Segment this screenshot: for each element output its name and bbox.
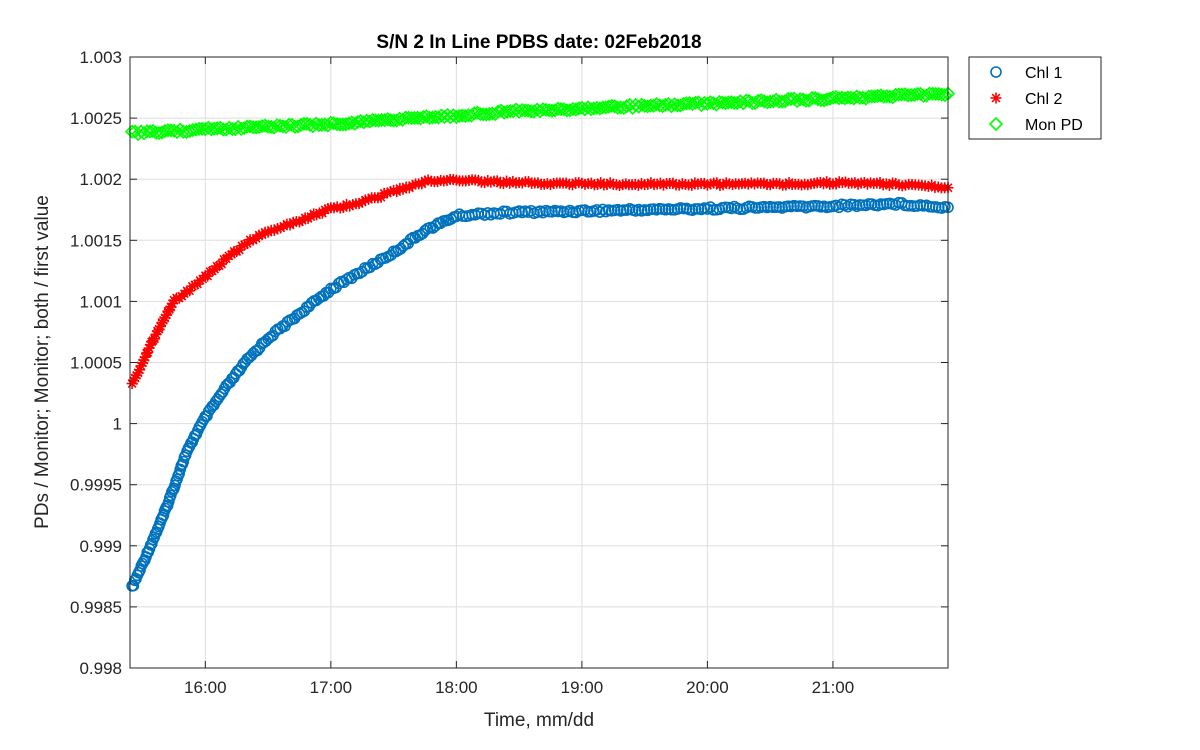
y-tick-label: 1 (113, 415, 122, 434)
y-tick-label: 0.9985 (70, 598, 122, 617)
legend-label-mon-pd: Mon PD (1025, 117, 1083, 134)
data-point (876, 89, 891, 104)
data-point (353, 113, 368, 129)
data-point (207, 121, 222, 136)
data-point (166, 123, 182, 138)
legend: Chl 1 Chl 2 Mon PD (968, 56, 1102, 140)
data-point (617, 204, 630, 216)
data-point (139, 124, 155, 139)
data-point (329, 116, 344, 132)
data-point (550, 101, 566, 116)
series-chl-2 (126, 173, 954, 390)
asterisk-stroke (991, 93, 1001, 103)
data-point (517, 103, 533, 118)
data-point (169, 124, 185, 140)
data-point (243, 119, 258, 134)
data-point (195, 121, 210, 136)
y-axis: 0.998 0.9985 0.999 0.9995 1 1.0005 1.001 1.0015… (70, 48, 948, 678)
data-point (404, 110, 419, 126)
data-point (842, 200, 854, 213)
data-point (907, 87, 922, 103)
data-point (434, 108, 449, 123)
data-point (220, 379, 233, 392)
data-point (514, 102, 530, 118)
data-point (766, 94, 781, 109)
data-point (751, 93, 766, 108)
y-tick-label: 1.0025 (70, 109, 122, 128)
data-point (937, 88, 953, 103)
y-tick-label: 1.0015 (70, 231, 122, 250)
data-point (646, 98, 661, 113)
data-point (828, 89, 844, 105)
x-tick-label: 21:00 (812, 678, 855, 697)
data-point (529, 102, 545, 117)
data-point (377, 113, 392, 128)
x-tick-label: 17:00 (310, 678, 353, 697)
data-point (503, 103, 518, 119)
data-point (780, 91, 796, 107)
data-point (721, 95, 736, 110)
x-tick-label: 18:00 (435, 678, 478, 697)
data-point (467, 106, 482, 121)
data-point (201, 410, 213, 422)
data-point (628, 97, 643, 113)
data-point (160, 123, 176, 138)
data-point (700, 96, 715, 111)
data-point (177, 455, 190, 468)
y-tick-label: 1.0005 (70, 354, 122, 373)
data-point (398, 110, 413, 125)
data-point (215, 388, 227, 400)
y-tick-label: 0.998 (79, 659, 122, 678)
y-tick-label: 1.001 (79, 292, 122, 311)
data-point (825, 90, 841, 105)
data-point (574, 100, 590, 115)
y-tick-label: 0.999 (79, 537, 122, 556)
chart-title: S/N 2 In Line PDBS date: 02Feb2018 (376, 32, 701, 53)
x-axis: 16:00 17:00 18:00 19:00 20:00 21:00 (184, 57, 854, 697)
series-layer (124, 86, 956, 592)
legend-marker-chl-2 (990, 92, 1002, 104)
series-mon-pd (124, 86, 956, 142)
legend-marker-chl-1 (990, 66, 1002, 78)
x-tick-label: 20:00 (686, 678, 729, 697)
grid (130, 56, 948, 669)
data-point (891, 87, 906, 102)
x-tick-label: 19:00 (561, 678, 604, 697)
data-point (934, 87, 949, 102)
data-point (870, 88, 885, 104)
data-point (685, 96, 700, 112)
data-point (127, 579, 140, 592)
data-point (446, 108, 461, 123)
data-point (302, 117, 318, 133)
data-point (727, 95, 742, 111)
y-tick-label: 1.003 (79, 48, 122, 67)
data-point (749, 202, 762, 214)
legend-label-chl-2: Chl 2 (1025, 91, 1062, 108)
data-point (254, 119, 270, 134)
x-tick-label: 16:00 (184, 678, 227, 697)
y-tick-label: 1.002 (79, 170, 122, 189)
data-point (833, 201, 845, 214)
data-point (597, 203, 609, 216)
data-point (416, 109, 431, 125)
data-point (601, 99, 616, 114)
data-point (873, 88, 888, 103)
y-axis-label: PDs / Monitor; Monitor; both / first val… (32, 195, 53, 529)
data-point (525, 204, 537, 217)
legend-label-chl-1: Chl 1 (1025, 65, 1062, 82)
data-point (538, 102, 554, 118)
data-point (201, 120, 216, 135)
x-axis-label: Time, mm/dd (484, 710, 594, 731)
data-point (240, 119, 255, 134)
data-point (922, 86, 937, 101)
data-point (925, 86, 940, 101)
y-tick-label: 0.9995 (70, 476, 122, 495)
legend-marker-mon-pd (988, 116, 1004, 132)
data-point (311, 117, 327, 133)
